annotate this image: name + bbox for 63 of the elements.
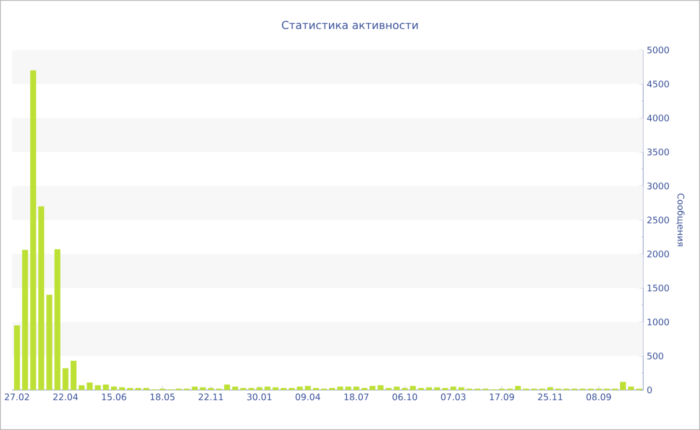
bar xyxy=(458,387,464,390)
bar xyxy=(410,386,416,390)
x-tick-label: 27.02 xyxy=(4,394,29,400)
bar xyxy=(54,249,60,390)
y-tick-label: 2000 xyxy=(647,250,669,258)
x-tick-label: 07.03 xyxy=(441,394,466,400)
y-tick-label: 4500 xyxy=(647,80,669,88)
bar xyxy=(296,386,303,390)
bar xyxy=(370,386,376,390)
bar xyxy=(119,387,125,390)
bar xyxy=(14,325,20,390)
bar xyxy=(70,360,77,390)
x-tick-label: 09.04 xyxy=(296,394,320,400)
bar xyxy=(22,250,28,390)
x-tick-label: 25.11 xyxy=(538,394,562,400)
bar xyxy=(86,382,93,390)
y-tick-label: 3000 xyxy=(647,182,669,190)
bar xyxy=(224,384,230,390)
bar xyxy=(426,387,432,390)
y-tick-label: 5000 xyxy=(647,46,669,54)
bar xyxy=(628,386,634,390)
y-tick-label: 2500 xyxy=(647,216,669,224)
bar xyxy=(78,385,85,390)
bar xyxy=(102,384,109,390)
x-tick-label: 30.01 xyxy=(247,394,272,400)
x-tick-label: 15.06 xyxy=(102,394,126,400)
x-tick-label: 06.10 xyxy=(392,394,418,400)
bar xyxy=(434,387,440,390)
bar xyxy=(514,386,521,390)
x-tick-label: 22.11 xyxy=(198,394,223,400)
bar xyxy=(30,70,36,390)
bar xyxy=(46,294,52,390)
y-tick-label: 1500 xyxy=(648,284,669,292)
bar xyxy=(304,386,311,390)
bar xyxy=(94,385,101,390)
y-tick-label: 3500 xyxy=(647,148,669,156)
bar xyxy=(232,386,238,390)
bar xyxy=(111,386,117,390)
x-tick-label: 18.07 xyxy=(344,394,368,400)
bar xyxy=(256,387,262,390)
y-axis-title: Сообщения xyxy=(676,194,685,246)
y-tick-label: 0 xyxy=(647,386,652,394)
y-tick-label: 4000 xyxy=(647,114,669,122)
bar xyxy=(264,386,270,390)
y-tick-label: 1000 xyxy=(648,318,669,326)
bar xyxy=(394,386,400,390)
bar xyxy=(272,387,278,390)
chart-title: Статистика активности xyxy=(282,20,418,30)
x-tick-label: 22.04 xyxy=(53,394,78,400)
bar xyxy=(620,382,626,390)
x-tick-label: 17.09 xyxy=(490,394,514,400)
bar xyxy=(200,387,206,390)
bar xyxy=(192,386,198,390)
bar xyxy=(62,368,68,390)
bar xyxy=(353,386,360,390)
bar xyxy=(345,386,352,390)
bar xyxy=(337,386,344,390)
bar xyxy=(378,385,384,390)
bar xyxy=(450,386,456,390)
x-tick-label: 18.05 xyxy=(150,394,174,400)
y-tick-label: 500 xyxy=(647,352,664,360)
x-tick-label: 08.09 xyxy=(586,394,611,400)
bar xyxy=(38,206,44,390)
